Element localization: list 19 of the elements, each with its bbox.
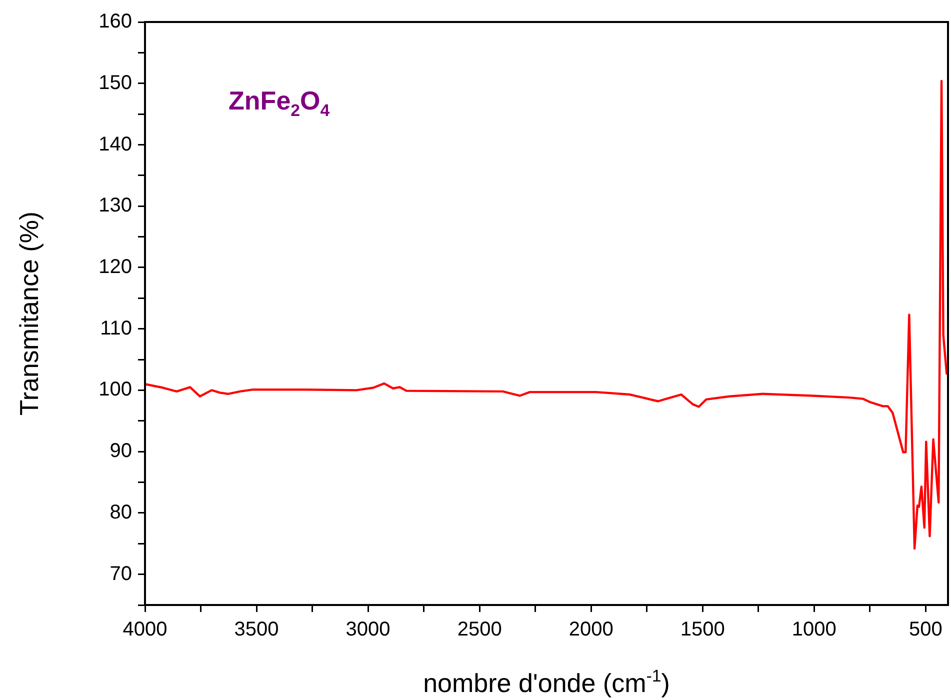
y-tick-label: 150 xyxy=(98,72,132,94)
y-tick-label: 100 xyxy=(98,378,132,401)
y-tick-label: 120 xyxy=(98,256,132,278)
y-tick-label: 160 xyxy=(98,10,132,33)
y-axis-title: Transmitance (%) xyxy=(14,211,44,416)
x-tick-label: 1000 xyxy=(792,618,836,641)
x-tick-label: 3000 xyxy=(346,618,390,641)
x-tick-label: 2500 xyxy=(457,618,502,641)
x-tick-label: 2000 xyxy=(568,618,614,641)
y-tick-label: 70 xyxy=(110,562,132,585)
y-tick-label: 90 xyxy=(110,440,132,462)
y-tick-label: 130 xyxy=(98,194,132,217)
y-tick-label: 110 xyxy=(100,317,132,340)
x-tick-label: 3500 xyxy=(234,618,279,641)
y-tick-label: 140 xyxy=(98,133,132,156)
y-tick-label: 80 xyxy=(110,501,132,524)
x-tick-label: 1500 xyxy=(680,618,725,641)
x-tick-label: 4000 xyxy=(122,618,168,641)
x-tick-label: 500 xyxy=(909,618,942,641)
